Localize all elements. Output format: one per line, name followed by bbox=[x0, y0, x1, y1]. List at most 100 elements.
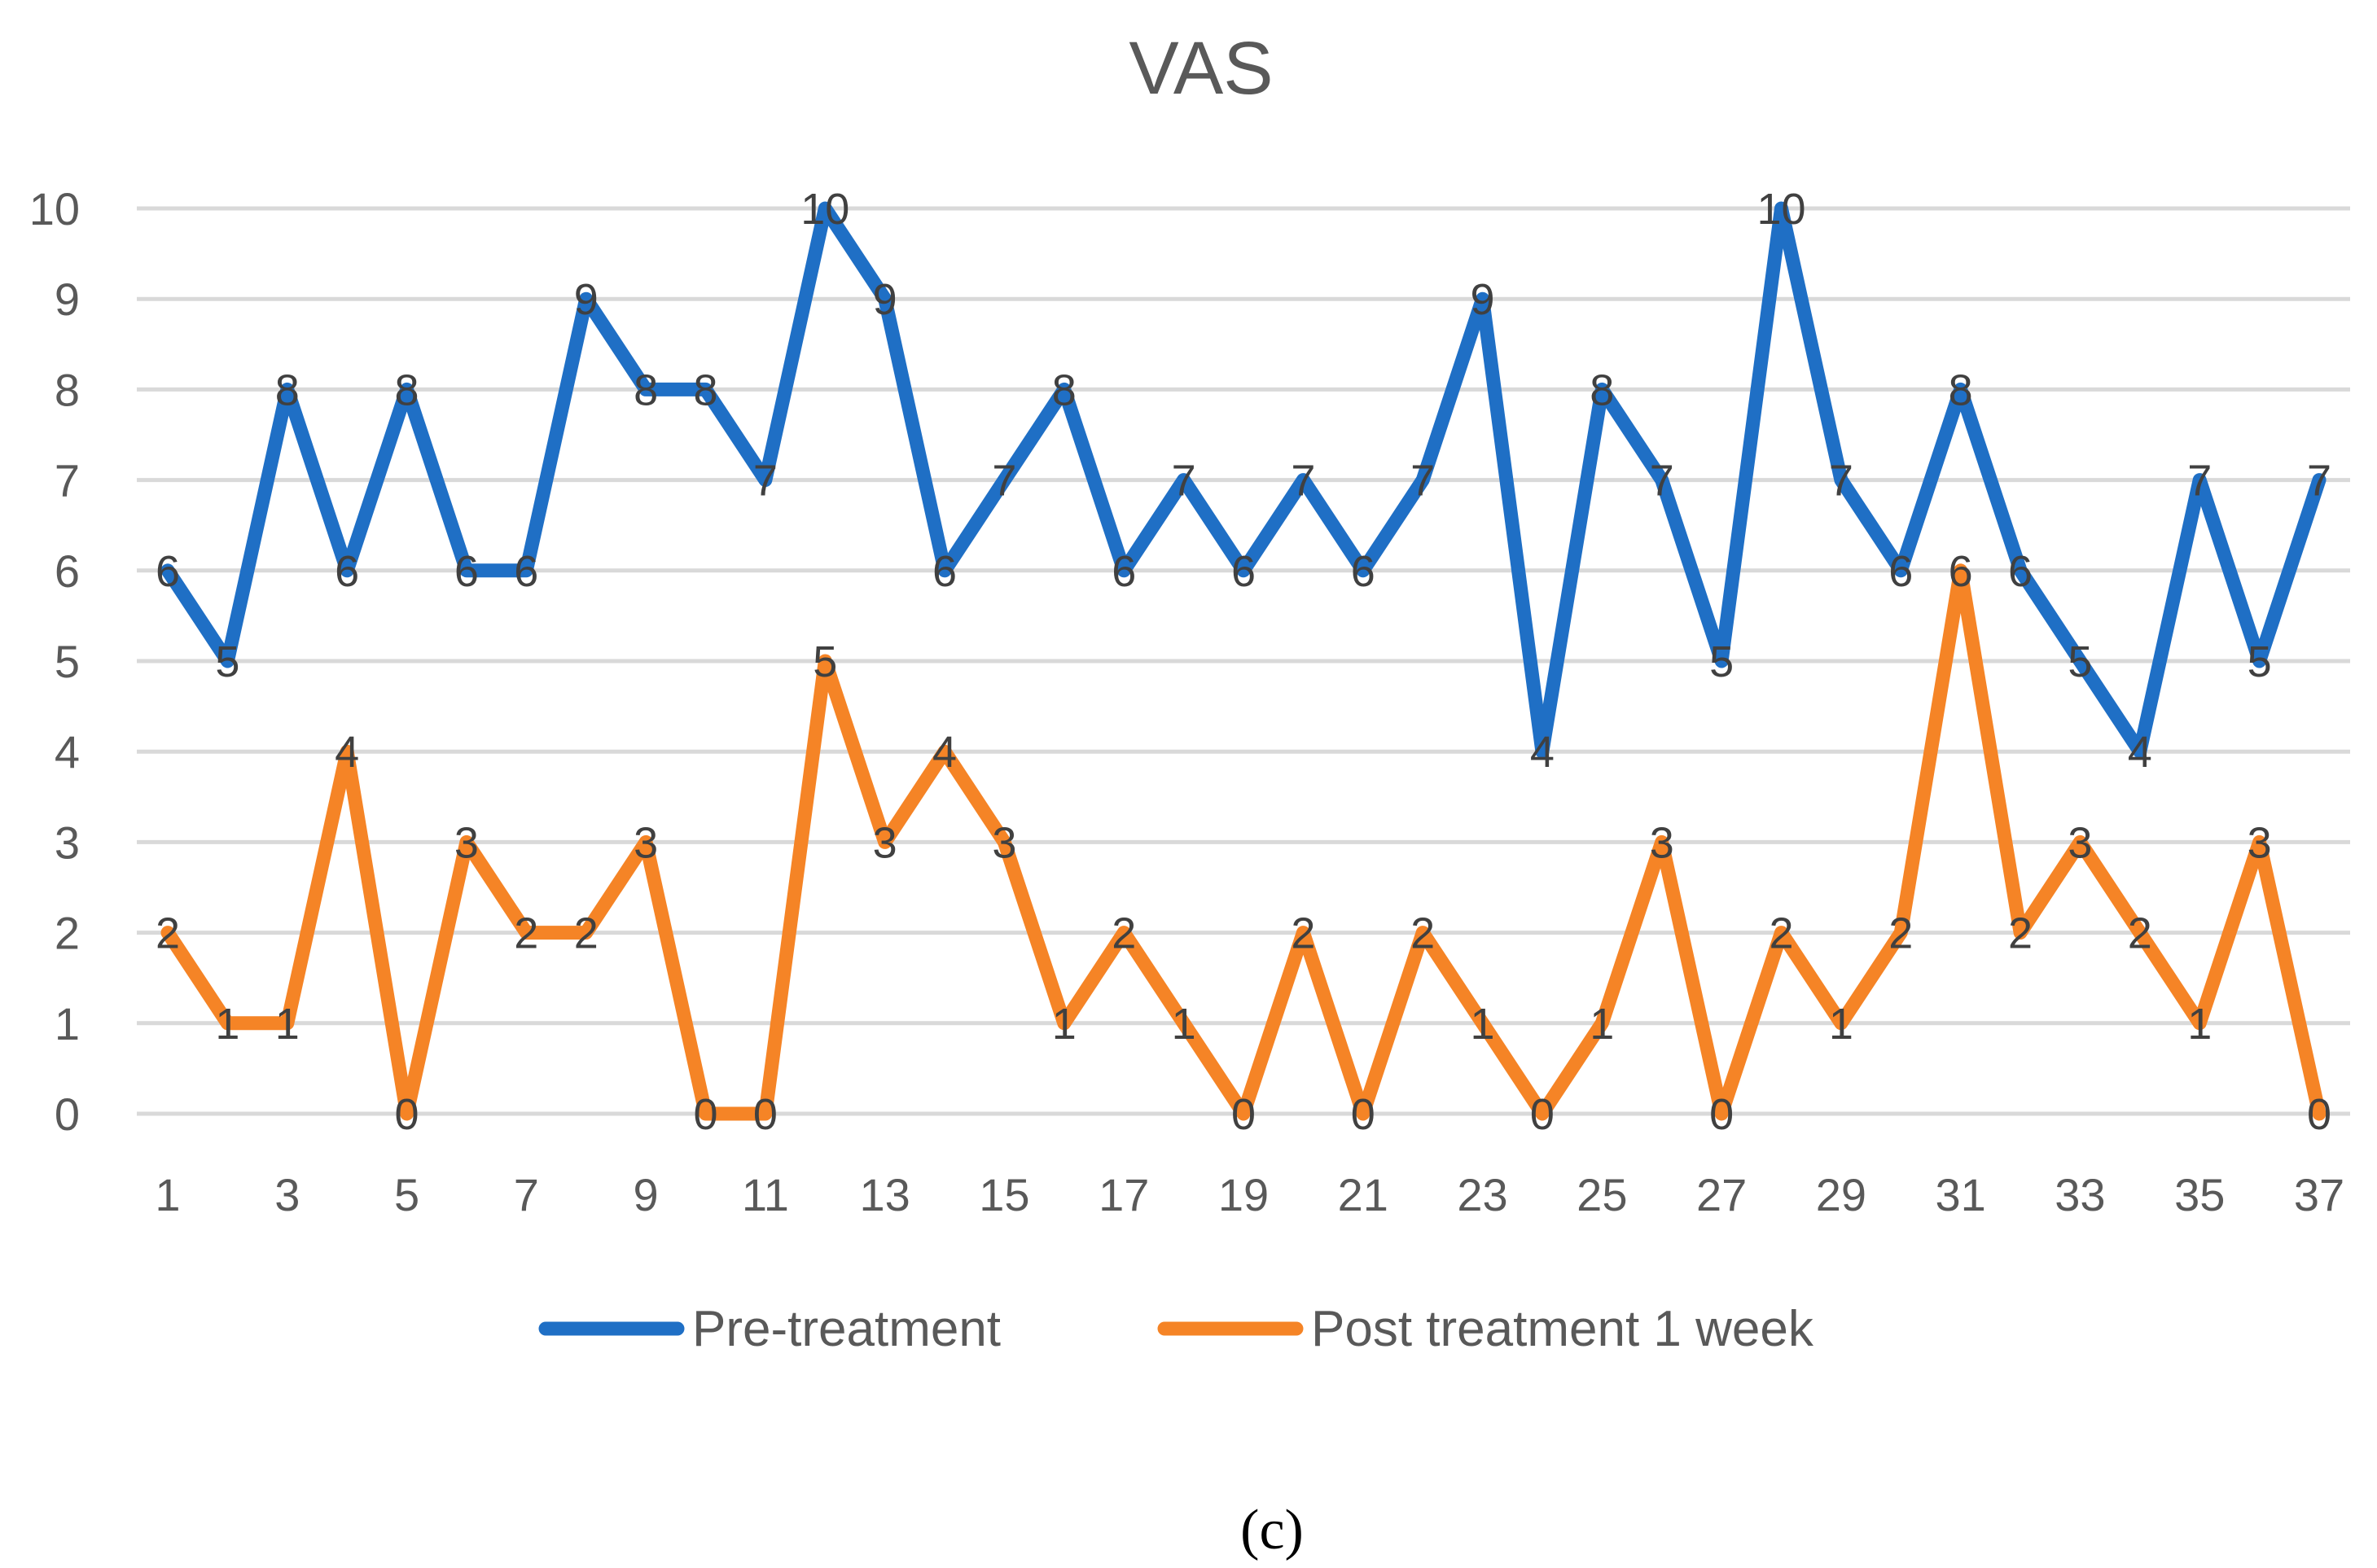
data-label-post-treatment-1-week: 2 bbox=[156, 909, 180, 958]
data-label-post-treatment-1-week: 3 bbox=[1650, 818, 1674, 867]
data-label-pre-treatment: 8 bbox=[395, 366, 419, 414]
data-label-post-treatment-1-week: 3 bbox=[2068, 818, 2092, 867]
data-label-post-treatment-1-week: 2 bbox=[574, 909, 599, 958]
data-label-post-treatment-1-week: 1 bbox=[1590, 1000, 1614, 1049]
data-label-post-treatment-1-week: 2 bbox=[1769, 909, 1793, 958]
data-label-pre-treatment: 7 bbox=[1829, 457, 1853, 506]
legend-label-pre-treatment: Pre-treatment bbox=[692, 1301, 1001, 1357]
data-label-post-treatment-1-week: 1 bbox=[1471, 1000, 1495, 1049]
data-label-post-treatment-1-week: 2 bbox=[2128, 909, 2152, 958]
series-lines bbox=[160, 201, 2327, 1121]
data-label-post-treatment-1-week: 0 bbox=[1530, 1090, 1555, 1139]
x-tick-label: 11 bbox=[742, 1169, 789, 1220]
data-label-pre-treatment: 7 bbox=[1172, 457, 1196, 506]
data-label-pre-treatment: 4 bbox=[1530, 728, 1555, 777]
data-label-pre-treatment: 5 bbox=[215, 637, 239, 686]
x-tick-label: 9 bbox=[634, 1169, 659, 1220]
x-tick-label: 23 bbox=[1457, 1169, 1507, 1220]
data-label-post-treatment-1-week: 2 bbox=[1291, 909, 1315, 958]
x-tick-label: 29 bbox=[1816, 1169, 1866, 1220]
x-tick-label: 7 bbox=[514, 1169, 539, 1220]
data-label-post-treatment-1-week: 6 bbox=[1949, 547, 1973, 596]
data-label-pre-treatment: 9 bbox=[574, 275, 599, 324]
data-label-post-treatment-1-week: 2 bbox=[1888, 909, 1913, 958]
data-label-post-treatment-1-week: 0 bbox=[693, 1090, 717, 1139]
data-label-post-treatment-1-week: 3 bbox=[634, 818, 658, 867]
data-label-post-treatment-1-week: 2 bbox=[514, 909, 538, 958]
data-label-post-treatment-1-week: 2 bbox=[1112, 909, 1136, 958]
data-label-pre-treatment: 8 bbox=[1949, 366, 1973, 414]
data-label-post-treatment-1-week: 3 bbox=[2248, 818, 2272, 867]
x-tick-label: 21 bbox=[1338, 1169, 1388, 1220]
data-label-pre-treatment: 5 bbox=[2248, 637, 2272, 686]
data-label-pre-treatment: 10 bbox=[1756, 185, 1805, 234]
data-label-pre-treatment: 7 bbox=[2187, 457, 2212, 506]
data-label-pre-treatment: 6 bbox=[2008, 547, 2033, 596]
data-label-post-treatment-1-week: 2 bbox=[1410, 909, 1435, 958]
y-tick-label: 7 bbox=[55, 455, 80, 506]
data-label-pre-treatment: 6 bbox=[1231, 547, 1256, 596]
y-tick-label: 8 bbox=[55, 364, 80, 415]
data-label-post-treatment-1-week: 1 bbox=[1052, 1000, 1077, 1049]
legend-label-post-treatment: Post treatment 1 week bbox=[1311, 1301, 1814, 1357]
data-label-pre-treatment: 8 bbox=[1052, 366, 1077, 414]
y-tick-label: 9 bbox=[55, 274, 80, 325]
data-label-post-treatment-1-week: 0 bbox=[2307, 1090, 2331, 1139]
data-label-post-treatment-1-week: 5 bbox=[813, 637, 837, 686]
data-label-post-treatment-1-week: 0 bbox=[1231, 1090, 1256, 1139]
x-tick-label: 25 bbox=[1577, 1169, 1627, 1220]
x-tick-label: 19 bbox=[1218, 1169, 1269, 1220]
data-label-post-treatment-1-week: 0 bbox=[1709, 1090, 1734, 1139]
data-label-post-treatment-1-week: 3 bbox=[873, 818, 897, 867]
data-label-pre-treatment: 6 bbox=[335, 547, 359, 596]
data-label-pre-treatment: 7 bbox=[992, 457, 1016, 506]
x-tick-label: 15 bbox=[979, 1169, 1029, 1220]
data-label-pre-treatment: 9 bbox=[1471, 275, 1495, 324]
data-label-pre-treatment: 6 bbox=[514, 547, 538, 596]
y-tick-label: 1 bbox=[55, 998, 80, 1049]
x-axis-ticks: 1 3 5 7 9 11 13 15 17 19 21 23 25 27 29 31 33 35 37 bbox=[155, 1169, 2344, 1220]
y-tick-label: 10 bbox=[29, 183, 80, 234]
data-label-pre-treatment: 6 bbox=[1351, 547, 1375, 596]
data-label-post-treatment-1-week: 1 bbox=[215, 1000, 239, 1049]
data-label-post-treatment-1-week: 3 bbox=[992, 818, 1016, 867]
data-label-post-treatment-1-week: 0 bbox=[395, 1090, 419, 1139]
gridlines bbox=[137, 206, 2350, 1116]
legend: Pre-treatment Post treatment 1 week bbox=[538, 1301, 1814, 1357]
y-axis-ticks: 0 1 2 3 4 5 6 7 8 9 10 bbox=[29, 183, 80, 1140]
data-label-pre-treatment: 7 bbox=[1410, 457, 1435, 506]
data-label-post-treatment-1-week: 0 bbox=[753, 1090, 778, 1139]
x-tick-label: 33 bbox=[2055, 1169, 2105, 1220]
y-tick-label: 2 bbox=[55, 908, 80, 959]
data-label-pre-treatment: 7 bbox=[2307, 457, 2331, 506]
data-label-post-treatment-1-week: 1 bbox=[2187, 1000, 2212, 1049]
series-line-post-treatment-1-week bbox=[160, 563, 2327, 1121]
data-label-pre-treatment: 7 bbox=[753, 457, 778, 506]
x-tick-label: 37 bbox=[2294, 1169, 2344, 1220]
y-tick-label: 3 bbox=[55, 817, 80, 868]
data-label-pre-treatment: 6 bbox=[454, 547, 479, 596]
figure-caption: (c) bbox=[1240, 1499, 1304, 1561]
data-label-pre-treatment: 9 bbox=[873, 275, 897, 324]
y-tick-label: 0 bbox=[55, 1088, 80, 1140]
data-label-post-treatment-1-week: 2 bbox=[2008, 909, 2033, 958]
data-label-pre-treatment: 6 bbox=[1112, 547, 1136, 596]
data-label-pre-treatment: 6 bbox=[1888, 547, 1913, 596]
data-label-pre-treatment: 7 bbox=[1650, 457, 1674, 506]
data-label-pre-treatment: 5 bbox=[2068, 637, 2092, 686]
data-label-pre-treatment: 4 bbox=[2128, 728, 2152, 777]
data-label-pre-treatment: 8 bbox=[1590, 366, 1614, 414]
data-label-pre-treatment: 7 bbox=[1291, 457, 1315, 506]
data-label-post-treatment-1-week: 4 bbox=[335, 728, 359, 777]
series-line-pre-treatment bbox=[160, 201, 2327, 759]
data-label-post-treatment-1-week: 1 bbox=[1172, 1000, 1196, 1049]
data-label-pre-treatment: 8 bbox=[634, 366, 658, 414]
data-label-post-treatment-1-week: 3 bbox=[454, 818, 479, 867]
y-tick-label: 5 bbox=[55, 636, 80, 687]
data-label-post-treatment-1-week: 0 bbox=[1351, 1090, 1375, 1139]
x-tick-label: 27 bbox=[1696, 1169, 1747, 1220]
data-label-pre-treatment: 5 bbox=[1709, 637, 1734, 686]
data-label-post-treatment-1-week: 4 bbox=[932, 728, 957, 777]
